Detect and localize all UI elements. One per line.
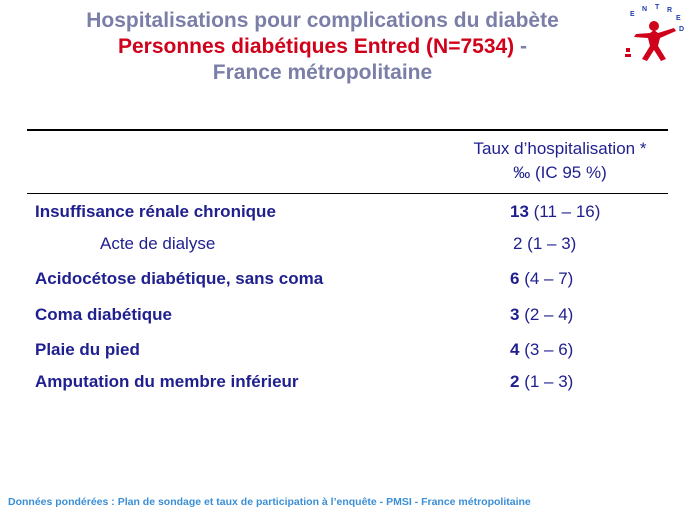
table-row-sub: Acte de dialyse 2 (1 – 3) (35, 234, 665, 258)
row-value: 2 (1 – 3) (513, 234, 577, 253)
row-ci: (1 – 3) (519, 372, 574, 391)
row-value: 2 (1 – 3) (510, 372, 573, 392)
row-ci: (3 – 6) (519, 340, 574, 359)
column-header-line-2: ‰ (IC 95 %) (513, 163, 607, 182)
row-value: 3 (2 – 4) (510, 305, 573, 325)
table-row: Amputation du membre inférieur 2 (1 – 3) (35, 372, 665, 396)
title-line-3: France métropolitaine (212, 61, 433, 84)
slide-title: Hospitalisations pour complications du d… (40, 8, 605, 86)
entred-logo: E N T R E D (625, 4, 684, 61)
row-rate: 2 (510, 372, 520, 391)
row-label: Acidocétose diabétique, sans coma (35, 269, 324, 288)
row-ci: (11 – 16) (528, 202, 601, 221)
row-label: Insuffisance rénale chronique (35, 202, 276, 221)
table-row: Coma diabétique 3 (2 – 4) (35, 305, 665, 329)
column-header: Taux d’hospitalisation * ‰ (IC 95 %) (440, 137, 680, 185)
svg-text:E: E (676, 15, 681, 22)
svg-text:N: N (642, 6, 647, 13)
row-value: 6 (4 – 7) (510, 269, 573, 289)
table-header-rule (27, 193, 668, 194)
title-line-1: Hospitalisations pour complications du d… (86, 9, 559, 32)
svg-text:R: R (667, 7, 672, 14)
table-row: Plaie du pied 4 (3 – 6) (35, 340, 665, 364)
table-top-rule (27, 129, 668, 131)
row-rate: 6 (510, 269, 520, 288)
footer-note: Données pondérées : Plan de sondage et t… (8, 496, 531, 508)
row-value: 4 (3 – 6) (510, 340, 573, 360)
row-ci: (4 – 7) (519, 269, 574, 288)
title-line-2: Personnes diabétiques Entred (N=7534) - (40, 34, 605, 60)
column-header-line-1: Taux d’hospitalisation * (473, 139, 647, 158)
row-label: Plaie du pied (35, 340, 140, 359)
row-ci: (2 – 4) (519, 305, 574, 324)
row-value: 13 (11 – 16) (510, 202, 600, 222)
title-line-2-dash: - (514, 35, 528, 58)
row-rate: 4 (510, 340, 520, 359)
svg-text:E: E (630, 11, 635, 18)
row-rate: 3 (510, 305, 520, 324)
title-line-2-red: Personnes diabétiques Entred (N=7534) (117, 35, 515, 58)
row-label: Acte de dialyse (100, 234, 216, 253)
row-label: Coma diabétique (35, 305, 172, 324)
table-row: Insuffisance rénale chronique 13 (11 – 1… (35, 202, 665, 226)
svg-text:D: D (679, 26, 684, 33)
row-label: Amputation du membre inférieur (35, 372, 299, 391)
row-rate: 13 (510, 202, 529, 221)
table-row: Acidocétose diabétique, sans coma 6 (4 –… (35, 269, 665, 293)
svg-text:T: T (655, 4, 660, 11)
